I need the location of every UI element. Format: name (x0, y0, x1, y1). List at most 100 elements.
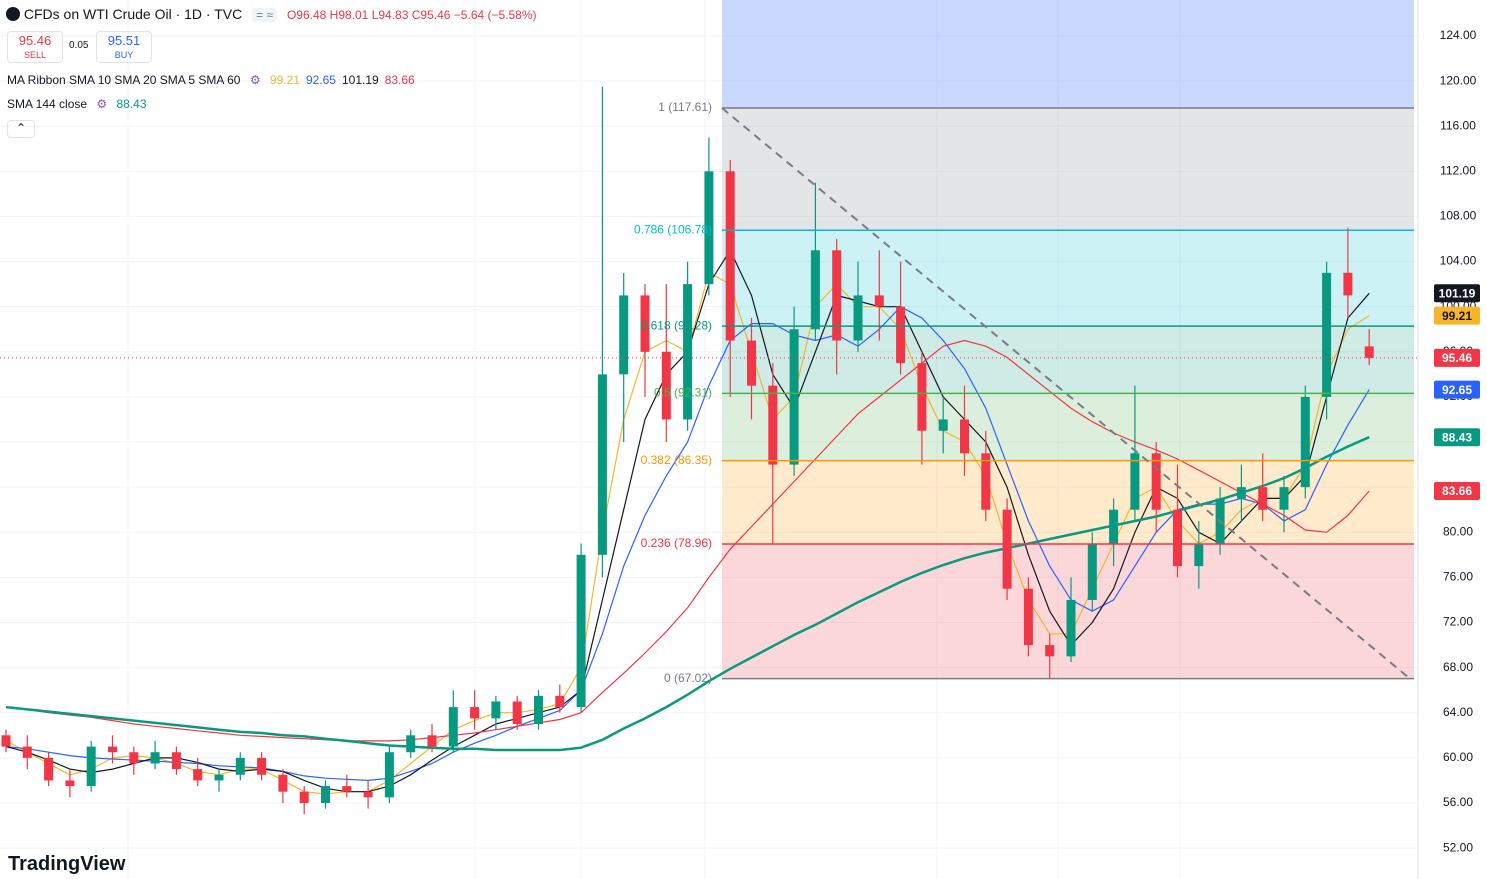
candle (789, 306, 799, 476)
candle (534, 690, 543, 730)
candle-body (576, 554, 586, 708)
price-tag-label: 83.66 (1442, 484, 1472, 498)
candle (171, 746, 181, 775)
candle (576, 543, 586, 713)
candle-body (257, 757, 267, 775)
candle-body (470, 707, 480, 719)
change: −5.64 (−5.58%) (453, 8, 537, 22)
candle (214, 769, 224, 792)
candle-body (917, 363, 927, 431)
candle-body (171, 752, 181, 770)
fib-label: 0.5 (92.31) (654, 386, 712, 400)
settings-icon[interactable]: ⚙ (96, 97, 108, 111)
candle (1173, 464, 1182, 578)
candle (1194, 520, 1204, 589)
compare-icon[interactable]: = ≈ (252, 8, 278, 22)
fib-band (722, 460, 1414, 545)
candle (22, 735, 32, 770)
candle (1322, 261, 1332, 420)
candle-body (22, 746, 32, 758)
price-tag (1434, 306, 1480, 325)
fib-band (722, 393, 1414, 461)
candle-body (768, 385, 778, 465)
candle-body (1322, 272, 1332, 397)
settings-icon[interactable]: ⚙ (249, 73, 261, 87)
candle (1066, 577, 1076, 662)
candle (810, 182, 820, 341)
candle (555, 684, 565, 713)
candle-body (661, 351, 671, 420)
candle (448, 690, 458, 753)
fib-label: 0.236 (78.96) (641, 536, 712, 550)
candle (1109, 498, 1119, 567)
candle-body (832, 250, 842, 341)
buy-button[interactable]: 95.51 BUY (96, 31, 152, 63)
candle-body (1130, 453, 1140, 510)
candle (278, 769, 288, 803)
candle-body (108, 746, 117, 753)
candle (384, 746, 394, 803)
logo: TradingView (8, 853, 126, 875)
candle (342, 774, 352, 798)
candle (193, 757, 203, 787)
candle-body (896, 306, 906, 364)
candle-body (725, 171, 735, 341)
candle-body (491, 701, 501, 719)
candle-body (1236, 487, 1246, 499)
header: CFDs on WTI Crude Oil · 1D · TVC = ≈ O96… (6, 6, 537, 22)
y-tick-label: 60.00 (1443, 750, 1473, 764)
candle-body (1279, 487, 1289, 510)
candle-body (1343, 272, 1353, 296)
candle-body (406, 735, 416, 753)
candle-body (938, 419, 948, 431)
price-tag-label: 95.46 (1442, 351, 1472, 365)
candle-body (534, 695, 543, 725)
ma-line (5, 305, 1370, 782)
candle (257, 752, 267, 781)
fib-band (722, 326, 1414, 394)
y-tick-label: 80.00 (1443, 524, 1473, 538)
legend-value: 83.66 (384, 73, 415, 87)
candle-body (1002, 509, 1012, 589)
candle (597, 86, 607, 578)
candle-body (704, 171, 714, 285)
candle (896, 261, 906, 375)
candle (640, 284, 650, 397)
candle-body (1, 735, 11, 747)
price-tag (1434, 348, 1480, 367)
candle (1236, 464, 1246, 521)
legend-label: MA Ribbon SMA 10 SMA 20 SMA 5 SMA 60 (7, 73, 241, 87)
price-tag (1434, 428, 1480, 447)
candle-body (235, 757, 245, 775)
candle (1130, 385, 1140, 521)
price-tag-label: 99.21 (1442, 309, 1472, 323)
candle-body (874, 295, 884, 307)
candle-body (321, 786, 330, 803)
candle (129, 746, 139, 775)
sell-button[interactable]: 95.46 SELL (7, 31, 63, 63)
collapse-button[interactable]: ⌃ (7, 120, 35, 138)
buy-label: BUY (114, 50, 134, 60)
y-tick-label: 76.00 (1443, 570, 1473, 584)
trend-line (721, 107, 1411, 680)
candle-body (65, 780, 75, 787)
fib-band (722, 230, 1414, 327)
candle (853, 261, 863, 352)
candle (917, 351, 927, 465)
legend-value: 101.19 (341, 73, 379, 87)
price-tag (1434, 380, 1480, 399)
y-tick-label: 108.00 (1440, 209, 1477, 223)
candle (704, 137, 714, 296)
candle-body (150, 752, 160, 764)
candle-body (597, 374, 607, 555)
candle-body (1194, 543, 1204, 567)
candle (1002, 498, 1012, 600)
candle-body (747, 340, 756, 386)
candle (938, 396, 948, 454)
candle-body (384, 752, 394, 798)
price-tag (1434, 284, 1480, 303)
candle (1023, 577, 1033, 657)
candle (981, 430, 991, 521)
symbol-title: CFDs on WTI Crude Oil · 1D · TVC (23, 6, 243, 22)
